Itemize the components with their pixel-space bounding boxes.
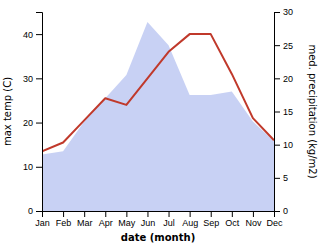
tick: 0 bbox=[274, 206, 288, 216]
tick: Jul bbox=[163, 211, 175, 228]
tick-label: 30 bbox=[283, 7, 293, 17]
tick: 20 bbox=[274, 74, 293, 84]
tick: 30 bbox=[274, 7, 293, 17]
axis-line bbox=[275, 13, 281, 212]
tick-label: May bbox=[118, 218, 136, 228]
tick-mark bbox=[169, 211, 170, 217]
tick-label: 40 bbox=[23, 29, 33, 39]
tick: Apr bbox=[99, 211, 113, 228]
tick-label: 0 bbox=[28, 206, 33, 216]
area bbox=[42, 22, 274, 211]
axis-line bbox=[36, 13, 43, 212]
tick-label: Jul bbox=[163, 218, 175, 228]
tick-mark bbox=[36, 167, 42, 168]
tick: 20 bbox=[23, 118, 42, 128]
tick-label: 10 bbox=[283, 140, 293, 150]
tick-label: 0 bbox=[283, 206, 288, 216]
tick-mark bbox=[147, 211, 148, 217]
chart: JanFebMarAprMayJunJulAugSepOctNovDec0102… bbox=[0, 0, 318, 247]
axis-line bbox=[43, 212, 275, 218]
tick-mark bbox=[36, 123, 42, 124]
tick-label: 5 bbox=[283, 173, 288, 183]
tick: Jan bbox=[35, 211, 50, 228]
tick-label: 15 bbox=[283, 107, 293, 117]
tick-label: Oct bbox=[225, 218, 240, 228]
tick-label: 25 bbox=[283, 41, 293, 51]
x-axis-title: date (month) bbox=[121, 232, 195, 243]
tick-label: Jun bbox=[141, 218, 156, 228]
tick: Feb bbox=[56, 211, 72, 228]
tick-label: Mar bbox=[77, 218, 93, 228]
tick-mark bbox=[36, 211, 42, 212]
plot: JanFebMarAprMayJunJulAugSepOctNovDec0102… bbox=[23, 7, 293, 228]
tick-mark bbox=[36, 78, 42, 79]
y-axis-title: max temp (C) bbox=[2, 77, 13, 146]
tick: 5 bbox=[274, 173, 288, 183]
tick-mark bbox=[274, 12, 280, 13]
tick-label: Jan bbox=[35, 218, 50, 228]
marks bbox=[42, 22, 274, 211]
tick: Jun bbox=[141, 211, 156, 228]
tick-mark bbox=[211, 211, 212, 217]
tick-label: Dec bbox=[266, 218, 283, 228]
tick: 0 bbox=[28, 206, 42, 216]
x-axis: Jan Feb Mar Apr May Jun Jul Aug Sep Oct Nov Dec bbox=[35, 211, 283, 228]
tick-mark bbox=[126, 211, 127, 217]
tick-mark bbox=[274, 78, 280, 79]
tick-mark bbox=[84, 211, 85, 217]
tick-mark bbox=[253, 211, 254, 217]
tick-mark bbox=[274, 211, 280, 212]
tick-label: Aug bbox=[182, 218, 198, 228]
tick-label: Feb bbox=[56, 218, 72, 228]
tick-label: 30 bbox=[23, 74, 33, 84]
tick-mark bbox=[36, 34, 42, 35]
tick: 30 bbox=[23, 74, 42, 84]
tick-label: 20 bbox=[283, 74, 293, 84]
tick: Aug bbox=[182, 211, 198, 228]
tick: Dec bbox=[266, 211, 283, 228]
tick-mark bbox=[274, 45, 280, 46]
tick: Nov bbox=[245, 211, 262, 228]
tick-label: Sep bbox=[203, 218, 219, 228]
tick: 10 bbox=[23, 162, 42, 172]
tick-label: Nov bbox=[245, 218, 262, 228]
tick-mark bbox=[274, 145, 280, 146]
tick: 15 bbox=[274, 107, 293, 117]
line bbox=[42, 34, 274, 151]
tick: Sep bbox=[203, 211, 219, 228]
y-axis: 0 10 20 30 40 bbox=[23, 13, 43, 217]
tick-mark bbox=[232, 211, 233, 217]
tick-mark bbox=[190, 211, 191, 217]
tick: Mar bbox=[77, 211, 93, 228]
tick-mark bbox=[274, 178, 280, 179]
tick-mark bbox=[274, 112, 280, 113]
tick-label: 20 bbox=[23, 118, 33, 128]
tick-label: 10 bbox=[23, 162, 33, 172]
tick: 40 bbox=[23, 29, 42, 39]
y2-axis: 0 5 10 15 20 25 30 bbox=[274, 7, 293, 216]
tick-mark bbox=[105, 211, 106, 217]
y2-axis-title: med. precipitation (kg/m2) bbox=[307, 44, 318, 178]
tick-mark bbox=[63, 211, 64, 217]
tick: May bbox=[118, 211, 136, 228]
tick: 10 bbox=[274, 140, 293, 150]
tick: 25 bbox=[274, 41, 293, 51]
tick-label: Apr bbox=[99, 218, 113, 228]
tick: Oct bbox=[225, 211, 240, 228]
